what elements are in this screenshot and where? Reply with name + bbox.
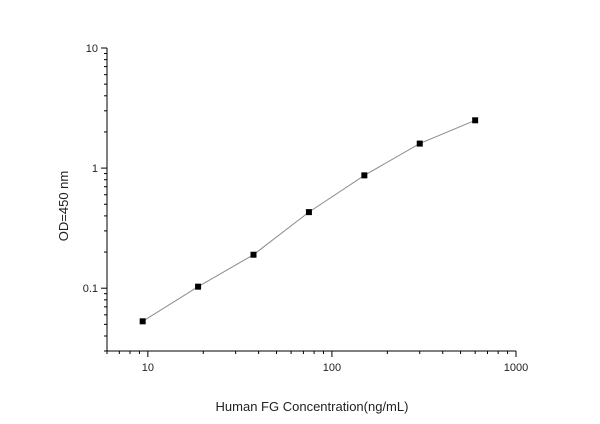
- x-tick-label: 100: [323, 362, 341, 374]
- y-axis-title: OD=450 nm: [56, 171, 71, 241]
- series-line: [142, 119, 476, 322]
- y-tick-label: 0.1: [83, 283, 98, 295]
- series-line: [142, 119, 476, 322]
- data-point: [472, 117, 479, 124]
- y-tick-label: 1: [92, 163, 98, 175]
- x-axis-title: Human FG Concentration(ng/mL): [216, 399, 409, 414]
- data-point: [250, 251, 257, 258]
- y-tick-label: 10: [86, 43, 98, 55]
- data-point: [416, 140, 423, 147]
- x-tick-label: 10: [142, 362, 154, 374]
- x-tick-label: 1000: [504, 362, 528, 374]
- data-point: [305, 209, 312, 216]
- data-point: [139, 318, 146, 325]
- axes: 10 100 1000 0.1 1 10: [83, 43, 529, 374]
- data-markers: [139, 117, 479, 325]
- data-point: [361, 172, 368, 179]
- data-point: [195, 283, 202, 290]
